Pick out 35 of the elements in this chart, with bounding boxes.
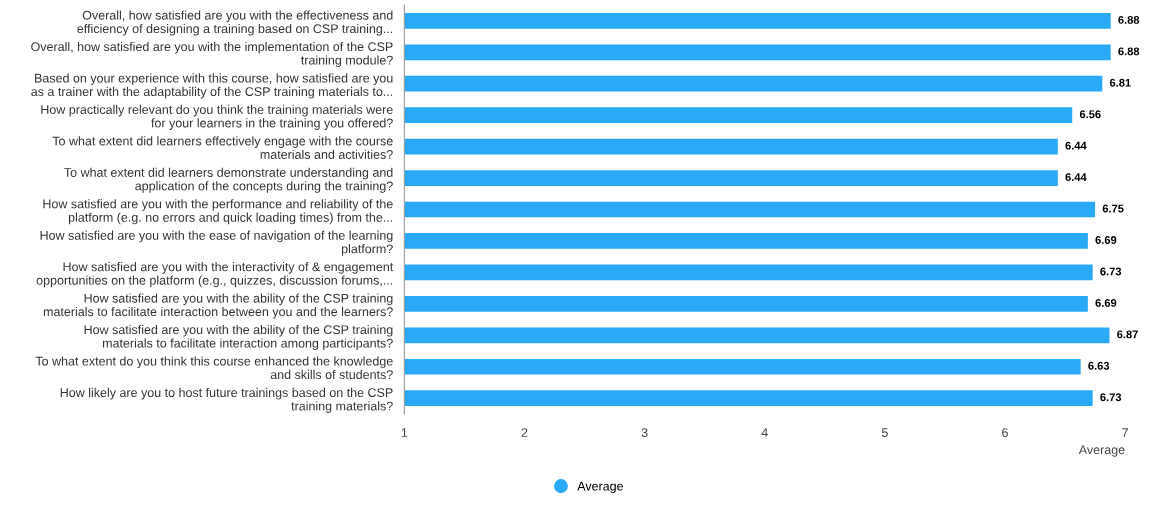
y-tick-label: Overall, how satisfied are you with the implementation of the CSP training module? <box>31 41 393 68</box>
data-label: 6.63 <box>1088 361 1110 370</box>
data-label: 6.75 <box>1102 204 1124 213</box>
y-tick-label: How satisfied are you with the performance and reliability of the platform (e.g. no errors and quick loading times) from the... <box>43 199 393 225</box>
data-label: 6.69 <box>1095 236 1117 244</box>
data-label: 6.81 <box>1109 78 1131 87</box>
x-tick-label: 2 <box>521 428 528 437</box>
x-tick-label: 3 <box>641 428 648 437</box>
x-tick-label: 6 <box>1002 428 1008 437</box>
y-tick-label: To what extent do you think this course enhanced the knowledge and skills of students? <box>35 356 393 380</box>
y-tick-label: How satisfied are you with the ease of navigation of the learning platform? <box>40 230 393 256</box>
data-label: 6.73 <box>1100 393 1122 402</box>
legend-label: Average <box>577 481 623 494</box>
data-label: 6.44 <box>1065 173 1087 182</box>
x-tick-label: 5 <box>881 428 888 437</box>
y-tick-label: How satisfied are you with the ability of the CSP training materials to facilitate interaction between you and the learners? <box>43 293 393 319</box>
data-label: 6.69 <box>1095 298 1117 307</box>
data-label: 6.56 <box>1079 110 1101 119</box>
x-tick-label: 4 <box>761 428 768 437</box>
y-tick-label: Overall, how satisfied are you with the effectiveness and efficiency of designing a training based on CSP training... <box>77 10 393 36</box>
x-tick-label: 7 <box>1122 428 1128 437</box>
x-tick-label: 1 <box>401 428 408 437</box>
y-tick-label: Based on your experience with this course, how satisfied are you as a trainer with the adaptability of the CSP training materials to... <box>31 73 393 99</box>
x-axis-title: Average <box>1078 445 1125 457</box>
y-tick-label: To what extent did learners effectively engage with the course materials and activities? <box>52 136 393 159</box>
data-label: 6.88 <box>1118 15 1140 24</box>
y-tick-label: To what extent did learners demonstrate understanding and application of the concepts during the training? <box>64 167 393 193</box>
y-tick-label: How satisfied are you with the ability of the CSP training materials to facilitate interaction among participants? <box>84 324 393 351</box>
y-tick-label: How practically relevant do you think the training materials were for your learners in the training you offered? <box>41 104 393 130</box>
y-tick-label: How likely are you to host future trainings based on the CSP training materials? <box>60 387 393 413</box>
y-tick-label: How satisfied are you with the interactivity of & engagement opportunities on the platform (e.g., quizzes, discussion forums,... <box>36 262 394 288</box>
data-label: 6.87 <box>1117 330 1138 339</box>
data-label: 6.88 <box>1118 47 1140 56</box>
data-label: 6.44 <box>1065 141 1087 150</box>
data-label: 6.73 <box>1100 267 1122 276</box>
